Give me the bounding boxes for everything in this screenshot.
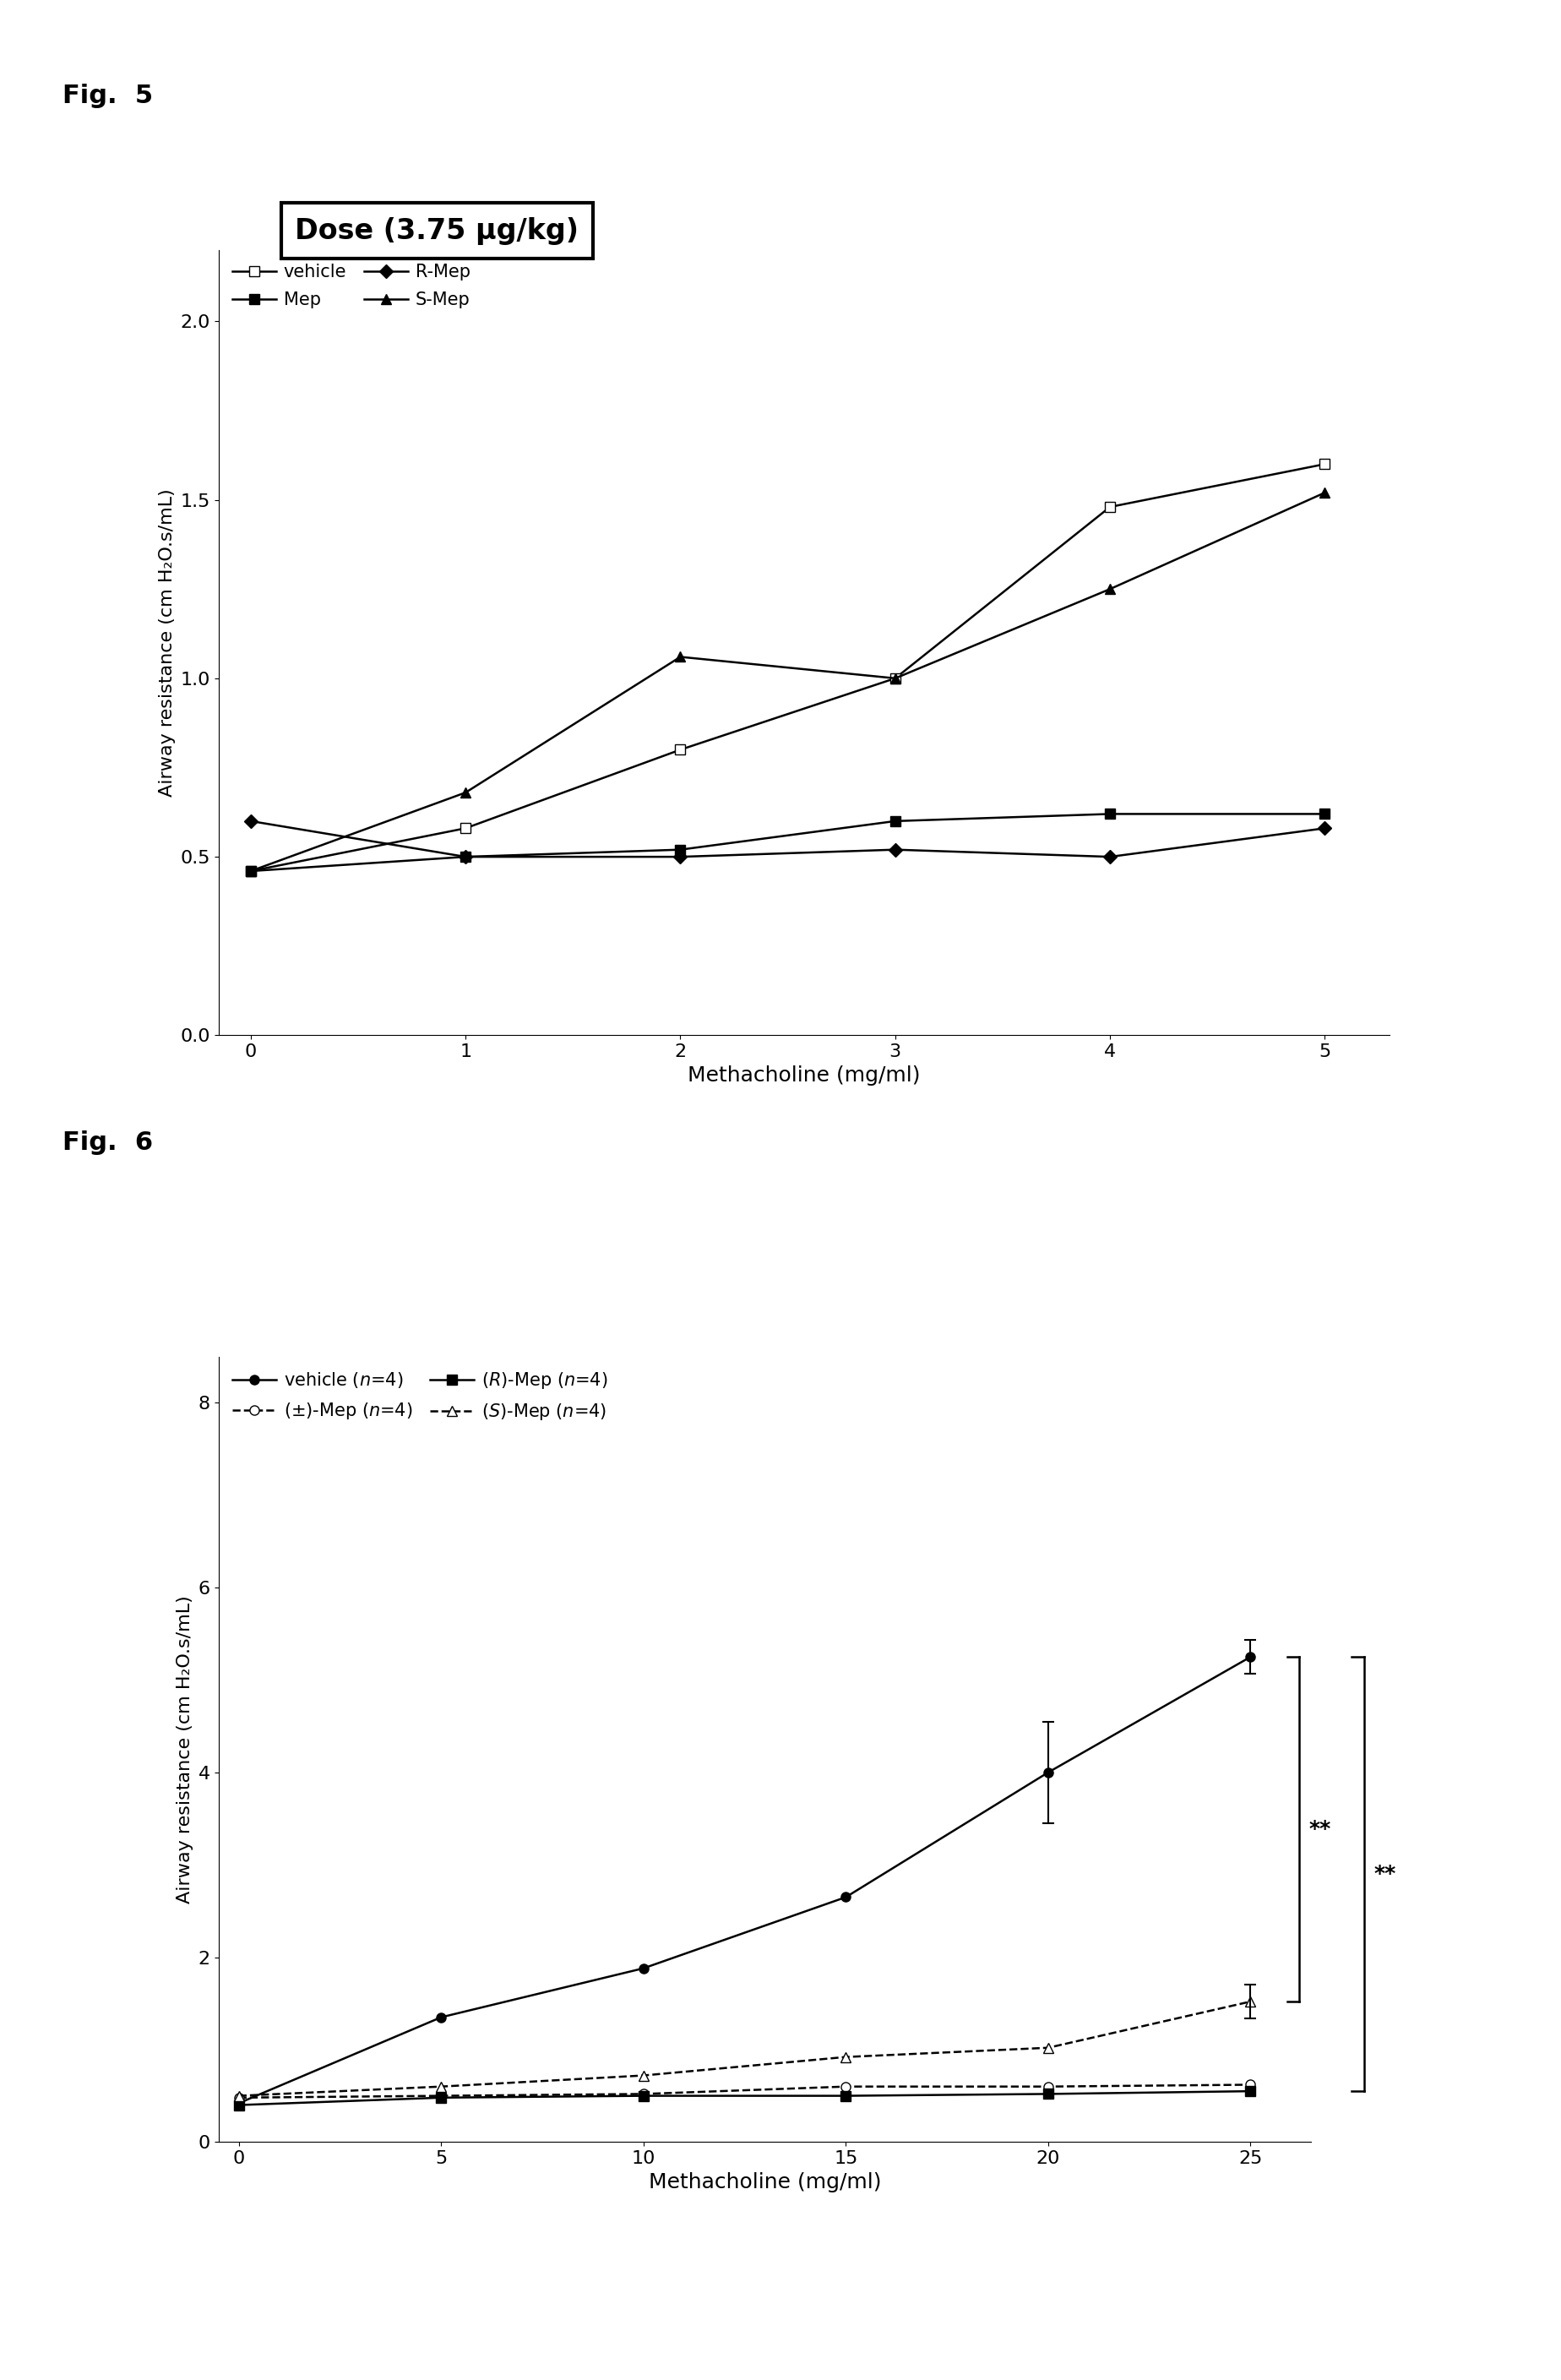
Legend: vehicle ($n$=4), (±)-Mep ($n$=4), ($R$)-Mep ($n$=4), ($S$)-Mep ($n$=4): vehicle ($n$=4), (±)-Mep ($n$=4), ($R$)-… xyxy=(228,1366,613,1428)
Legend: vehicle, Mep, R-Mep, S-Mep: vehicle, Mep, R-Mep, S-Mep xyxy=(228,259,476,314)
Y-axis label: Airway resistance (cm H₂O.s/mL): Airway resistance (cm H₂O.s/mL) xyxy=(159,488,176,797)
Text: **: ** xyxy=(1310,1818,1332,1840)
Text: **: ** xyxy=(1374,1864,1396,1885)
Text: Fig.  6: Fig. 6 xyxy=(62,1130,153,1154)
Y-axis label: Airway resistance (cm H₂O.s/mL): Airway resistance (cm H₂O.s/mL) xyxy=(176,1595,194,1904)
X-axis label: Methacholine (mg/ml): Methacholine (mg/ml) xyxy=(648,2173,882,2192)
Text: Dose (3.75 μg/kg): Dose (3.75 μg/kg) xyxy=(295,217,579,245)
Text: Fig.  5: Fig. 5 xyxy=(62,83,153,107)
X-axis label: Methacholine (mg/ml): Methacholine (mg/ml) xyxy=(687,1066,921,1085)
